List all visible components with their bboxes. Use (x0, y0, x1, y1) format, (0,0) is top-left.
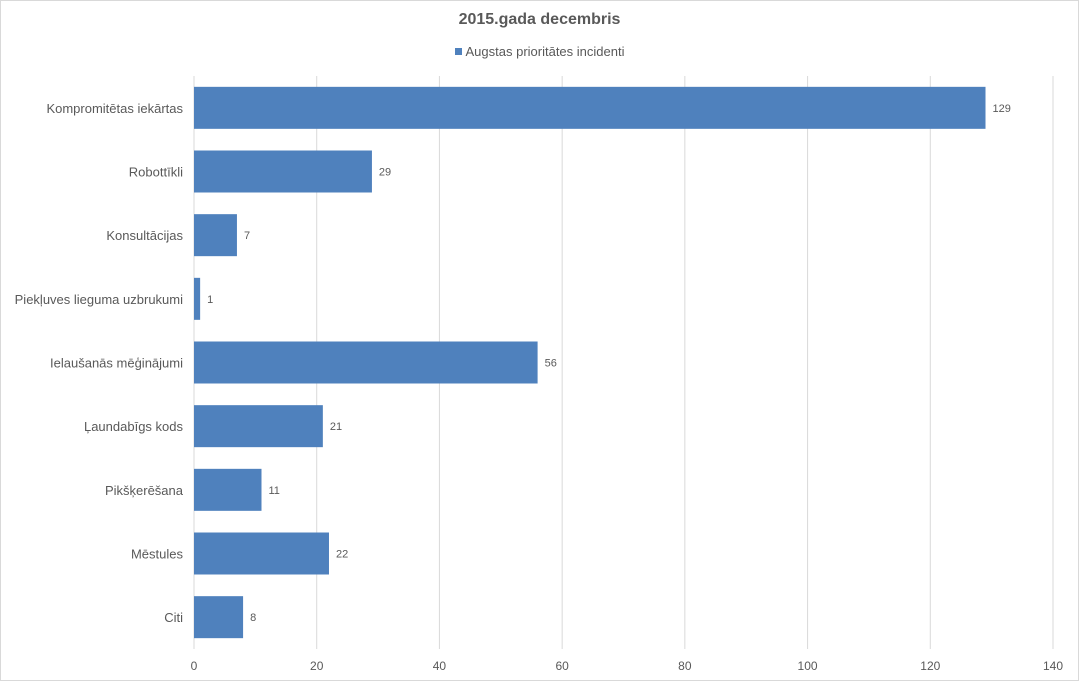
bar-5 (194, 405, 323, 448)
tick-label-120: 120 (920, 659, 940, 673)
category-label-5: Ļaundabīgs kods (84, 419, 184, 434)
category-label-7: Mēstules (131, 547, 184, 562)
bar-1 (194, 150, 372, 193)
bar-4 (194, 341, 538, 384)
bar-8 (194, 596, 244, 639)
chart-title: 2015.gada decembris (458, 11, 621, 28)
tick-label-20: 20 (310, 659, 324, 673)
legend-swatch (454, 48, 462, 55)
tick-label-80: 80 (678, 659, 692, 673)
tick-label-100: 100 (798, 659, 818, 673)
bar-2 (194, 214, 237, 257)
tick-label-60: 60 (555, 659, 569, 673)
category-label-2: Konsultācijas (106, 228, 183, 243)
data-label-6: 11 (268, 485, 279, 497)
tick-label-40: 40 (433, 659, 447, 673)
legend: Augstas prioritātes incidenti (1, 44, 1078, 59)
data-label-1: 29 (379, 167, 391, 179)
data-label-3: 1 (207, 294, 213, 306)
tick-label-140: 140 (1043, 659, 1063, 673)
data-label-0: 129 (993, 103, 1011, 115)
category-label-1: Robottīkli (129, 165, 183, 180)
category-label-4: Ielaušanās mēģinājumi (50, 356, 183, 371)
tick-label-0: 0 (191, 659, 198, 673)
data-label-7: 22 (336, 549, 348, 561)
category-label-3: Piekļuves lieguma uzbrukumi (15, 292, 183, 307)
bar-3 (194, 277, 201, 320)
category-label-8: Citi (164, 610, 183, 625)
bar-0 (194, 86, 986, 129)
category-label-6: Pikšķerēšana (105, 483, 184, 498)
category-label-0: Kompromitētas iekārtas (46, 101, 183, 116)
legend-label: Augstas prioritātes incidenti (465, 44, 625, 59)
data-label-2: 7 (244, 230, 250, 242)
data-label-4: 56 (545, 358, 557, 370)
data-label-8: 8 (250, 612, 256, 624)
bar-6 (194, 468, 262, 511)
data-label-5: 21 (330, 421, 342, 433)
bar-7 (194, 532, 329, 575)
